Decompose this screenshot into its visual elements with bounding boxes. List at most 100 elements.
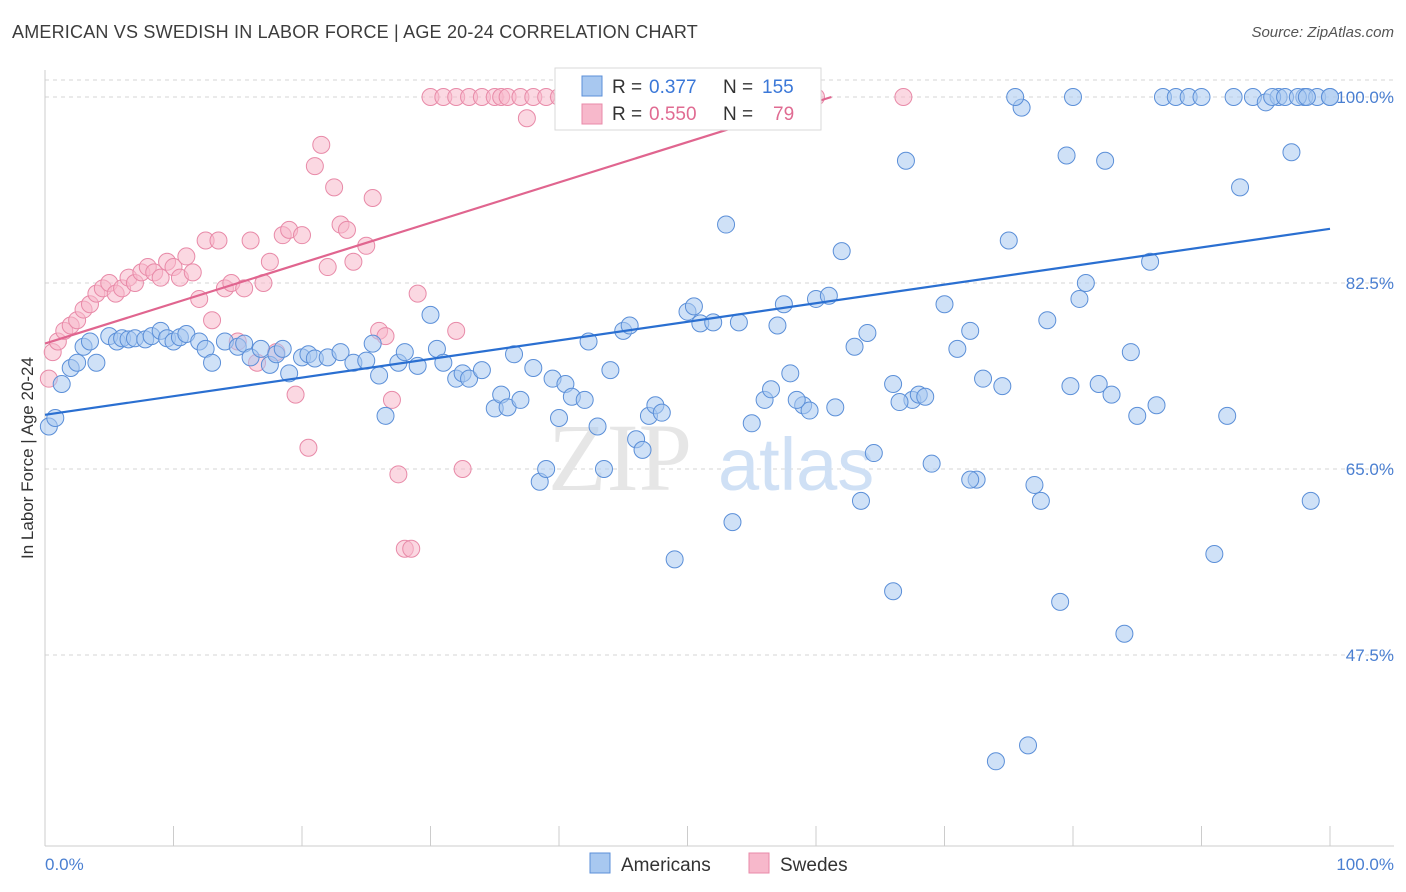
americans-point: [729, 313, 748, 332]
americans-point: [896, 151, 915, 170]
axes: [44, 70, 1394, 847]
swedes-point: [408, 284, 427, 303]
x-axis-ticks: [44, 826, 1331, 846]
americans-point: [87, 353, 106, 372]
swedes-r-value: 0.550: [649, 104, 697, 125]
americans-point: [1224, 88, 1243, 106]
americans-point: [890, 393, 909, 412]
americans-point: [1076, 274, 1095, 292]
y-tick-label: 82.5%: [1346, 274, 1394, 293]
americans-point: [1096, 151, 1115, 170]
swedes-point: [235, 279, 254, 298]
swedes-swatch: [581, 103, 603, 125]
swedes-point: [209, 231, 228, 250]
stats-legend: R = 0.377 N = 155 R = 0.550 N = 79: [554, 67, 822, 131]
americans-point: [550, 408, 568, 427]
americans-point: [1025, 475, 1044, 494]
y-axis-title: In Labor Force | Age 20-24: [18, 357, 37, 559]
swedes-point: [260, 252, 279, 271]
americans-point: [851, 491, 870, 510]
y-axis-tick-labels: 47.5% 65.0% 82.5% 100.0%: [1336, 88, 1394, 665]
swedes-point: [183, 263, 202, 282]
americans-n-value: 155: [762, 77, 794, 98]
swedes-point: [299, 438, 318, 457]
americans-point: [331, 343, 350, 362]
y-tick-label: 47.5%: [1346, 646, 1394, 665]
americans-point: [774, 295, 793, 314]
chart-title: AMERICAN VS SWEDISH IN LABOR FORCE | AGE…: [12, 22, 698, 42]
americans-point: [421, 305, 440, 324]
americans-point: [999, 231, 1018, 250]
swedes-point: [894, 88, 913, 106]
swedes-n-value: 79: [773, 104, 794, 125]
americans-points: [39, 88, 1339, 771]
americans-point: [80, 332, 99, 351]
americans-r-value: 0.377: [649, 77, 697, 98]
americans-point: [1057, 146, 1076, 165]
americans-point: [1321, 88, 1339, 106]
americans-point: [922, 454, 941, 473]
swedes-point: [286, 385, 305, 404]
swedes-point: [517, 109, 536, 128]
americans-point: [601, 361, 620, 380]
americans-point: [52, 374, 71, 393]
americans-r-label: R =: [612, 77, 642, 98]
americans-point: [472, 361, 491, 380]
x-tick-label-max: 100.0%: [1336, 855, 1394, 874]
americans-point: [1102, 385, 1121, 404]
americans-point: [1231, 178, 1250, 197]
americans-point: [1089, 374, 1108, 393]
americans-point: [1141, 252, 1160, 271]
swedes-point: [151, 268, 170, 287]
legend-swedes-swatch: [748, 852, 770, 874]
y-tick-label: 65.0%: [1346, 460, 1394, 479]
swedes-point: [344, 252, 363, 271]
y-tick-label: 100.0%: [1336, 88, 1394, 107]
series-legend: Americans Swedes: [589, 852, 848, 876]
americans-point: [395, 343, 414, 362]
americans-point: [884, 374, 903, 393]
americans-point: [633, 440, 652, 459]
legend-swedes-label: Swedes: [780, 855, 848, 876]
americans-point: [762, 380, 781, 399]
swedes-point: [337, 220, 356, 239]
swedes-trend-line: [44, 95, 832, 345]
americans-point: [723, 513, 742, 532]
americans-point: [974, 369, 993, 388]
swedes-point: [293, 226, 311, 245]
americans-point: [1128, 406, 1147, 425]
swedes-point: [363, 188, 382, 207]
americans-point: [1115, 624, 1134, 643]
swedes-point: [402, 539, 421, 558]
americans-point: [826, 398, 845, 417]
americans-point: [800, 401, 819, 420]
swedes-point: [325, 178, 344, 197]
americans-point: [273, 339, 292, 358]
americans-point: [1205, 545, 1224, 564]
americans-point: [1070, 289, 1089, 308]
americans-point: [684, 297, 703, 316]
americans-n-label: N =: [723, 77, 753, 98]
americans-point: [1301, 491, 1320, 510]
watermark: ZIP atlas: [548, 404, 874, 511]
watermark-zip: ZIP: [548, 404, 692, 511]
swedes-r-label: R =: [612, 104, 642, 125]
x-tick-label-min: 0.0%: [45, 855, 84, 874]
americans-point: [858, 323, 877, 342]
americans-point: [1147, 396, 1166, 415]
legend-americans-swatch: [589, 852, 611, 874]
americans-point: [251, 339, 270, 358]
swedes-point: [447, 321, 466, 340]
americans-point: [363, 334, 382, 353]
americans-point: [781, 364, 800, 383]
americans-point: [68, 353, 87, 372]
swedes-point: [203, 311, 222, 330]
swedes-n-label: N =: [723, 104, 753, 125]
americans-point: [1031, 491, 1050, 510]
americans-point: [768, 316, 787, 335]
legend-americans-label: Americans: [621, 855, 711, 876]
americans-point: [280, 364, 299, 383]
americans-point: [864, 444, 883, 463]
americans-point: [370, 366, 389, 385]
